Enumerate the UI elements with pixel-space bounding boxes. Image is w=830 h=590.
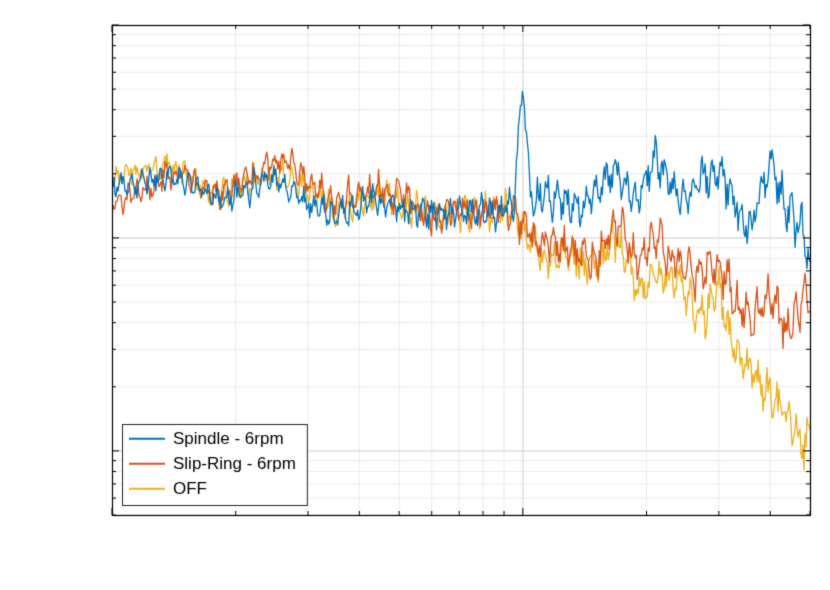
chart-canvas [0,0,830,590]
spectral-density-chart [0,0,830,590]
